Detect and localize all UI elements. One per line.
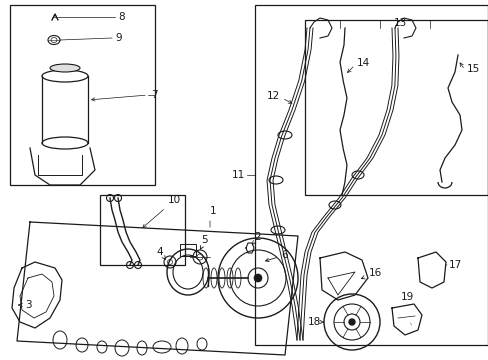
- Bar: [180, 244, 196, 256]
- Text: 2: 2: [252, 232, 261, 245]
- Text: 6: 6: [265, 250, 288, 262]
- Text: 8: 8: [118, 12, 124, 22]
- Bar: [254, 5, 487, 345]
- Text: 17: 17: [448, 260, 461, 270]
- Text: 1: 1: [209, 206, 216, 216]
- Text: 5: 5: [200, 235, 208, 249]
- Bar: [305, 20, 487, 195]
- Text: 9: 9: [115, 33, 122, 43]
- Circle shape: [348, 319, 354, 325]
- Text: 19: 19: [400, 292, 413, 302]
- Text: 12: 12: [266, 91, 280, 101]
- Bar: [100, 195, 184, 265]
- Text: 11: 11: [231, 170, 244, 180]
- Text: 15: 15: [466, 64, 479, 74]
- Ellipse shape: [50, 64, 80, 72]
- Text: 7: 7: [151, 90, 157, 100]
- Text: 3: 3: [19, 300, 31, 310]
- Text: 18: 18: [307, 317, 323, 327]
- Text: 16: 16: [361, 268, 381, 279]
- Circle shape: [253, 274, 262, 282]
- Text: 10: 10: [142, 195, 181, 228]
- Text: 14: 14: [356, 58, 369, 68]
- Bar: [10, 5, 155, 185]
- Text: 4: 4: [156, 247, 165, 260]
- Text: 13: 13: [392, 18, 406, 28]
